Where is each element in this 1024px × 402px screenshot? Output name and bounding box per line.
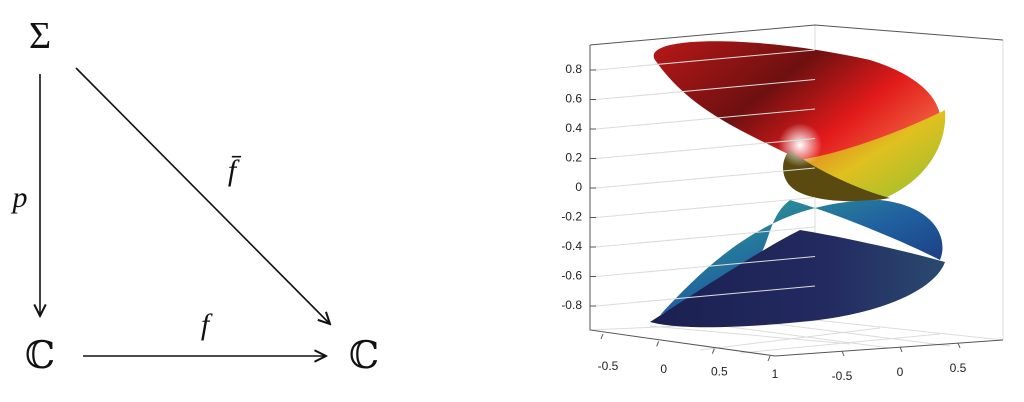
x-tick: [600, 333, 604, 340]
surface-plot: 0.8 0.6 0.4 0.2 0 -0.2 -0.4 -0.6 -0.8 -0.5 0 0.5 1 -0…: [561, 24, 1004, 383]
grid-line: [595, 167, 816, 189]
node-label: ℂ: [25, 335, 55, 377]
y-tick-label: 0.5: [950, 361, 967, 375]
commutative-diagram: Σ ℂ ℂ p f̄ f: [11, 15, 380, 377]
y-tick-label: -0.5: [832, 369, 853, 383]
x-tick: [767, 355, 771, 362]
z-tick-label: 0: [575, 180, 582, 194]
surface: [783, 150, 890, 202]
grid-line: [595, 197, 816, 218]
arrow-label: p: [11, 181, 28, 214]
z-tick-label: 0.2: [565, 151, 582, 165]
grid-line: [595, 285, 816, 307]
grid-line: [595, 226, 816, 248]
grid-line: [595, 256, 816, 277]
y-tick: [899, 346, 903, 353]
z-tick-label: 0.4: [565, 121, 582, 135]
surface: [660, 200, 943, 315]
x-tick: [656, 341, 660, 347]
z-tick-label: 0.6: [565, 92, 582, 106]
grid-line: [595, 49, 816, 71]
x-tick: [711, 348, 715, 354]
z-tick-label: -0.8: [561, 298, 582, 312]
z-tick-label: -0.2: [561, 210, 582, 224]
y-tick-label: 0: [897, 365, 904, 379]
x-tick-label: 0.5: [711, 365, 728, 379]
surface: [650, 230, 945, 328]
surface: [800, 110, 946, 200]
grid-line: [595, 79, 816, 100]
node-label: ℂ: [349, 335, 379, 377]
arrow: [75, 67, 330, 324]
y-tick: [841, 350, 845, 357]
arrow-label: f̄: [228, 154, 242, 187]
node-label: Σ: [29, 15, 51, 57]
grid-line: [595, 108, 816, 130]
x-tick-label: 1: [772, 367, 779, 381]
x-tick-label: -0.5: [598, 359, 619, 373]
grid-line: [595, 138, 816, 159]
arrow-label: f: [201, 308, 213, 341]
z-tick-label: -0.6: [561, 269, 582, 283]
z-tick-label: 0.8: [565, 62, 582, 76]
y-tick: [957, 342, 961, 349]
highlight: [778, 123, 822, 167]
z-tick-label: -0.4: [561, 239, 582, 253]
x-tick-label: 0: [660, 362, 667, 376]
